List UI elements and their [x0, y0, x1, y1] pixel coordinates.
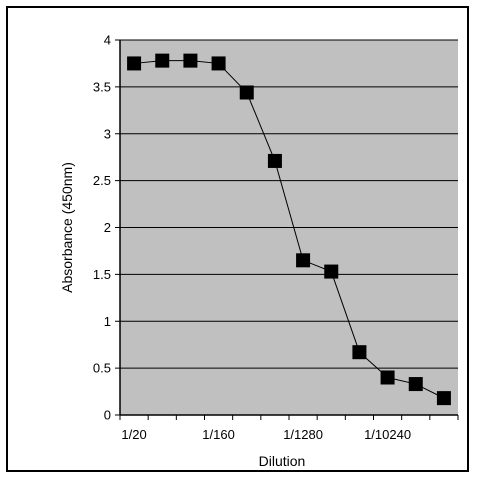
x-axis-label: Dilution [259, 453, 306, 469]
data-point [352, 345, 367, 360]
y-tick-label: 1 [104, 314, 111, 329]
x-tick-label: 1/10240 [364, 427, 411, 442]
series-markers [127, 53, 451, 406]
data-point [408, 377, 423, 392]
y-axis-ticks: 0 0.5 1 1.5 2 2.5 3 3.5 4 [93, 33, 120, 423]
x-tick-label: 1/1280 [283, 427, 323, 442]
data-point [211, 56, 226, 71]
x-tick-label: 1/160 [202, 427, 235, 442]
data-point [296, 253, 311, 268]
data-point [239, 85, 254, 100]
data-point [380, 370, 395, 385]
data-point [127, 56, 142, 71]
y-tick-label: 2.5 [93, 173, 111, 188]
data-point [183, 53, 198, 68]
y-tick-label: 3 [104, 126, 111, 141]
data-point [267, 153, 282, 168]
y-tick-label: 2 [104, 220, 111, 235]
gridlines [120, 39, 458, 369]
y-tick-label: 0 [104, 408, 111, 423]
x-axis-ticks: 1/20 1/160 1/1280 1/10240 [119, 415, 459, 442]
x-tick-label: 1/20 [121, 427, 146, 442]
data-point [436, 391, 451, 406]
data-point [324, 264, 339, 279]
y-tick-label: 3.5 [93, 79, 111, 94]
y-axis-label: Absorbance (450nm) [59, 162, 75, 293]
data-point [155, 53, 170, 68]
y-tick-label: 1.5 [93, 267, 111, 282]
y-tick-label: 0.5 [93, 361, 111, 376]
y-tick-label: 4 [104, 33, 111, 48]
